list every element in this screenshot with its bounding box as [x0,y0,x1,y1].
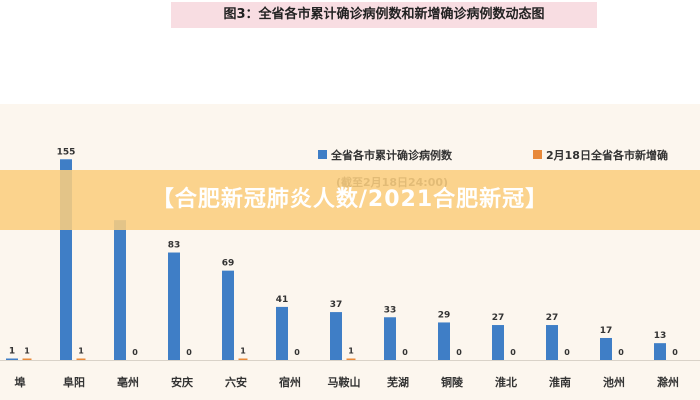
data-label-cumulative: 13 [654,331,667,341]
category-label: 宿州 [279,375,301,389]
overlay-banner: 【合肥新冠肺炎人数/2021合肥新冠】 [0,170,700,230]
data-label-cumulative: 17 [600,326,613,336]
data-label-cumulative: 27 [492,313,505,323]
category-label: 马鞍山 [328,375,361,389]
category-label: 埠 [15,375,26,389]
data-label-cumulative: 155 [57,147,76,157]
bar-cumulative [492,325,504,360]
legend-swatch-new [533,150,542,159]
legend-label-new: 2月18日全省各市新增确 [546,148,668,162]
data-label-new: 0 [672,348,678,357]
category-label: 芜湖 [387,375,409,389]
label-group: 1 1埠1551阜阳0亳州830安庆691六安410宿州371马鞍山330芜湖29… [9,147,679,389]
data-label-new: 0 [294,348,300,357]
bar-cumulative [330,312,342,360]
legend-label-cumulative: 全省各市累计确诊病例数 [330,148,453,162]
bar-cumulative [168,252,180,360]
category-label: 阜阳 [63,375,85,389]
category-label: 亳州 [117,375,139,389]
data-label-new: 0 [402,348,408,357]
data-label-cumulative: 1 [9,347,15,357]
bar-cumulative [114,220,126,360]
data-label-new: 0 [132,348,138,357]
category-label: 淮北 [495,375,517,389]
bar-cumulative [222,270,234,360]
data-label-cumulative: 41 [276,295,289,305]
data-label-new: 1 [78,347,84,356]
data-label-cumulative: 83 [168,241,181,251]
data-label-new: 0 [618,348,624,357]
data-label-new: 0 [510,348,516,357]
data-label-new: 0 [186,348,192,357]
data-label-cumulative: 29 [438,310,451,320]
data-label-cumulative: 69 [222,259,235,269]
data-label-cumulative: 27 [546,313,559,323]
bar-cumulative [600,337,612,360]
bar-cumulative [546,325,558,360]
legend-swatch-cumulative [318,150,327,159]
data-label-new: 0 [456,348,462,357]
data-label-new: 1 [240,347,246,356]
bar-group [0,159,700,361]
data-label-cumulative: 37 [330,300,343,310]
data-label-cumulative: 33 [384,305,397,315]
bar-cumulative [384,317,396,360]
bar-new [346,358,356,360]
category-label: 铜陵 [440,375,464,389]
bar-new [76,358,86,360]
data-label-new: 1 [24,347,30,356]
bar-cumulative [276,306,288,360]
category-label: 滁州 [657,375,679,389]
category-label: 安庆 [171,375,193,389]
header-area: 图3：全省各市累计确诊病例数和新增确诊病例数动态图 [0,0,700,104]
category-label: 池州 [603,375,625,389]
bar-new [22,358,32,360]
bar-new [238,358,248,360]
bar-cumulative [6,358,18,360]
bar-cumulative [654,343,666,360]
bar-cumulative [438,322,450,360]
figure-title: 图3：全省各市累计确诊病例数和新增确诊病例数动态图 [171,2,597,28]
category-label: 六安 [225,375,247,389]
data-label-new: 1 [348,347,354,356]
data-label-new: 0 [564,348,570,357]
category-label: 淮南 [549,375,571,389]
